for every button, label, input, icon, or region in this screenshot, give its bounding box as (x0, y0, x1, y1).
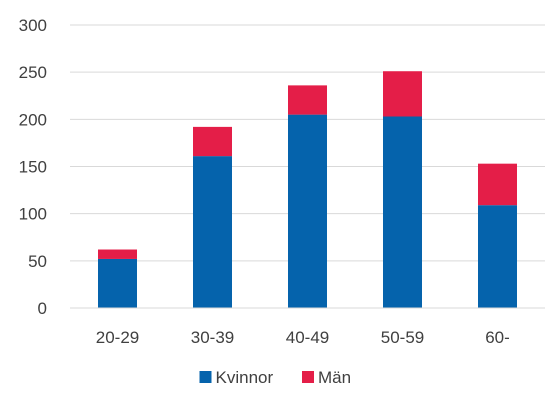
bar-60--series-0 (478, 205, 517, 308)
bar-30-39-series-0 (193, 156, 232, 308)
y-tick-label: 150 (19, 158, 47, 177)
x-tick-label: 50-59 (381, 328, 424, 347)
bars (98, 71, 517, 309)
y-tick-label: 300 (19, 16, 47, 35)
x-tick-label: 20-29 (96, 328, 139, 347)
y-axis-ticks: 0 50 100 150 200 250 300 (19, 16, 47, 318)
y-tick-label: 250 (19, 63, 47, 82)
legend: Kvinnor Män (199, 368, 351, 387)
bar-20-29-series-1 (98, 249, 137, 259)
y-tick-label: 0 (38, 299, 47, 318)
legend-label: Kvinnor (216, 368, 274, 387)
y-tick-label: 200 (19, 110, 47, 129)
bar-40-49-series-0 (288, 114, 327, 308)
x-tick-label: 30-39 (191, 328, 234, 347)
x-tick-label: 60- (485, 328, 510, 347)
y-tick-label: 50 (28, 252, 47, 271)
legend-label: Män (318, 368, 351, 387)
bar-60--series-1 (478, 163, 517, 206)
bar-30-39-series-1 (193, 126, 232, 157)
legend-swatch-0 (199, 371, 212, 383)
bar-50-59-series-1 (383, 71, 422, 117)
bar-20-29-series-0 (98, 258, 137, 308)
bar-40-49-series-1 (288, 85, 327, 115)
bar-50-59-series-0 (383, 116, 422, 309)
legend-swatch-1 (302, 371, 314, 383)
x-axis-ticks: 20-29 30-39 40-49 50-59 60- (96, 328, 510, 347)
y-tick-label: 100 (19, 205, 47, 224)
x-tick-label: 40-49 (286, 328, 329, 347)
